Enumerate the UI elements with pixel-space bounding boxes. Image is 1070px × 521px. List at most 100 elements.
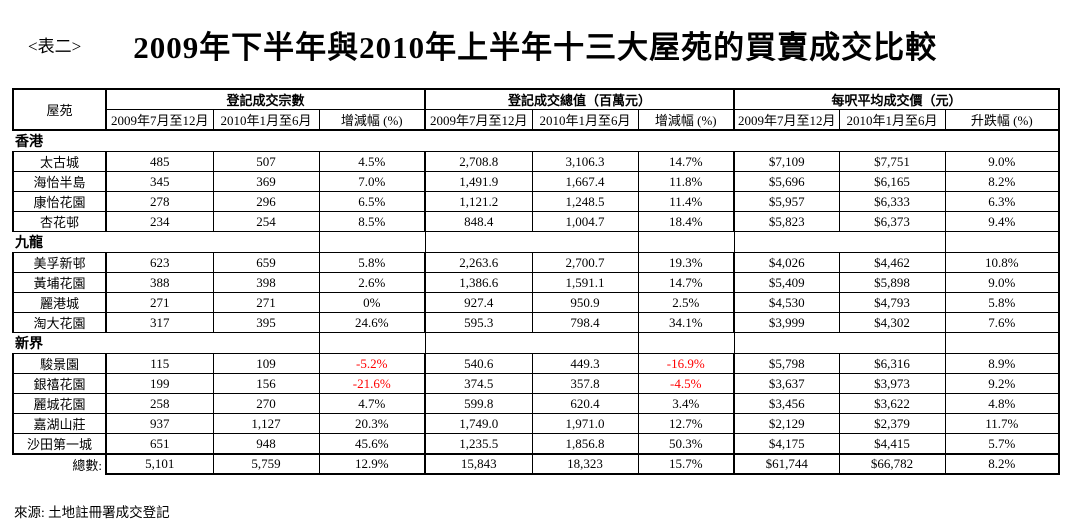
estate-name-cell: 嘉湖山莊 (12, 413, 107, 434)
column-sub-header: 2010年1月至6月 (838, 109, 946, 131)
data-cell: 5.8% (318, 252, 427, 273)
data-cell: $5,823 (733, 211, 840, 232)
data-cell: $2,129 (733, 413, 840, 434)
column-sub-header: 升跌幅 (%) (944, 109, 1061, 131)
total-cell: 5,101 (105, 453, 214, 475)
estate-row: 杏花邨 234 254 8.5% 848.4 1,004.7 18.4% $5,823 $6,3… (12, 211, 1061, 232)
data-cell: 1,248.5 (531, 191, 639, 212)
data-cell: 540.6 (424, 353, 533, 374)
section-spacer-cell (734, 129, 946, 152)
data-cell: 357.8 (531, 373, 639, 394)
data-cell: 20.3% (318, 413, 427, 434)
data-cell: 14.7% (637, 272, 736, 293)
comparison-table: 屋苑 登記成交宗數 登記成交總值（百萬元） 每呎平均成交價（元） 2009年7月至12月… (12, 88, 1061, 475)
data-cell: 4.8% (944, 393, 1061, 414)
data-cell: 2.6% (318, 272, 427, 293)
estate-name-cell: 黃埔花園 (12, 272, 107, 293)
section-label-cell: 香港 (13, 129, 319, 152)
data-cell: 1,856.8 (531, 433, 639, 455)
data-cell: 109 (212, 353, 320, 374)
section-spacer-cell (425, 231, 639, 253)
data-cell: $6,316 (838, 353, 946, 374)
data-cell: 848.4 (424, 211, 533, 232)
data-cell: 296 (212, 191, 320, 212)
section-spacer-cell (637, 231, 735, 253)
data-cell: 3,106.3 (531, 151, 639, 172)
table-tag: <表二> (28, 36, 82, 56)
data-cell: 317 (105, 312, 214, 333)
data-cell: 4.7% (318, 393, 427, 414)
data-cell: 5.7% (944, 433, 1061, 455)
data-cell: 595.3 (424, 312, 533, 333)
data-cell: $3,973 (838, 373, 946, 394)
data-cell: 45.6% (318, 433, 427, 455)
data-cell: 374.5 (424, 373, 533, 394)
data-cell: $3,637 (733, 373, 840, 394)
data-cell: 651 (105, 433, 214, 455)
header-sub-row: 2009年7月至12月 2010年1月至6月 增減幅 (%) 2009年7月至12月 2… (13, 109, 1061, 131)
data-cell: 1,591.1 (531, 272, 639, 293)
estate-name-cell: 沙田第一城 (12, 433, 107, 455)
section-spacer-cell (425, 332, 639, 354)
data-cell: 485 (105, 151, 214, 172)
data-cell: $4,302 (838, 312, 946, 333)
data-cell: 1,667.4 (531, 171, 639, 192)
data-cell: 6.5% (318, 191, 427, 212)
data-cell: 950.9 (531, 292, 639, 313)
data-cell: 199 (105, 373, 214, 394)
total-cell: 8.2% (944, 453, 1061, 475)
data-cell: 599.8 (424, 393, 533, 414)
data-cell: $7,751 (838, 151, 946, 172)
section-row: 九龍 (13, 231, 1061, 253)
estate-name-cell: 海怡半島 (12, 171, 107, 192)
data-cell: 6.3% (944, 191, 1061, 212)
estate-row: 駿景園 115 109 -5.2% 540.6 449.3 -16.9% $5,798 $6,3… (12, 353, 1061, 374)
column-group-header: 每呎平均成交價（元） (733, 88, 1061, 110)
data-cell: 258 (105, 393, 214, 414)
section-spacer-cell (944, 332, 1061, 354)
column-group-header: 登記成交總值（百萬元） (424, 88, 736, 110)
data-cell: $4,793 (838, 292, 946, 313)
data-cell: 0% (318, 292, 427, 313)
data-cell: 14.7% (637, 151, 736, 172)
data-cell: 9.4% (944, 211, 1061, 232)
data-cell: $5,957 (733, 191, 840, 212)
data-cell: $3,622 (838, 393, 946, 414)
column-sub-header: 2009年7月至12月 (105, 109, 214, 131)
data-cell: 19.3% (637, 252, 736, 273)
section-spacer-cell (734, 231, 946, 253)
section-row: 新界 (13, 332, 1061, 354)
section-spacer-cell (638, 129, 735, 152)
estate-row: 嘉湖山莊 937 1,127 20.3% 1,749.0 1,971.0 12.7% $2,1… (12, 413, 1061, 434)
estate-name-cell: 康怡花園 (12, 191, 107, 212)
data-cell: 9.0% (944, 272, 1061, 293)
data-cell: 12.7% (637, 413, 736, 434)
data-cell: 1,004.7 (531, 211, 639, 232)
data-cell: 10.8% (944, 252, 1061, 273)
estate-name-cell: 駿景園 (12, 353, 107, 374)
data-cell: 345 (105, 171, 214, 192)
total-cell: 15,843 (424, 453, 533, 475)
data-cell: 1,491.9 (424, 171, 533, 192)
data-cell: 8.9% (944, 353, 1061, 374)
data-cell: 9.2% (944, 373, 1061, 394)
estate-row: 麗港城 271 271 0% 927.4 950.9 2.5% $4,530 $4,793 5.8… (12, 292, 1061, 313)
data-cell: 2,708.8 (424, 151, 533, 172)
table-header: 屋苑 登記成交宗數 登記成交總值（百萬元） 每呎平均成交價（元） 2009年7月至12月… (12, 88, 1061, 131)
data-cell: 1,749.0 (424, 413, 533, 434)
estate-row: 康怡花園 278 296 6.5% 1,121.2 1,248.5 11.4% $5,957 $… (12, 191, 1061, 212)
data-cell: $7,109 (733, 151, 840, 172)
column-group-header: 登記成交宗數 (105, 88, 427, 110)
data-cell: 1,235.5 (424, 433, 533, 455)
page-title: 2009年下半年與2010年上半年十三大屋苑的買賣成交比較 (133, 29, 938, 65)
section-spacer-cell (734, 332, 946, 354)
estate-row: 麗城花園 258 270 4.7% 599.8 620.4 3.4% $3,456 $3,622… (12, 393, 1061, 414)
data-cell: 9.0% (944, 151, 1061, 172)
data-cell: 948 (212, 433, 320, 455)
total-cell: 18,323 (531, 453, 639, 475)
title-bar: <表二> 2009年下半年與2010年上半年十三大屋苑的買賣成交比較 (0, 0, 1070, 88)
data-cell: 18.4% (637, 211, 736, 232)
estate-column-header: 屋苑 (12, 88, 107, 131)
data-cell: 2,700.7 (531, 252, 639, 273)
data-cell: 1,386.6 (424, 272, 533, 293)
